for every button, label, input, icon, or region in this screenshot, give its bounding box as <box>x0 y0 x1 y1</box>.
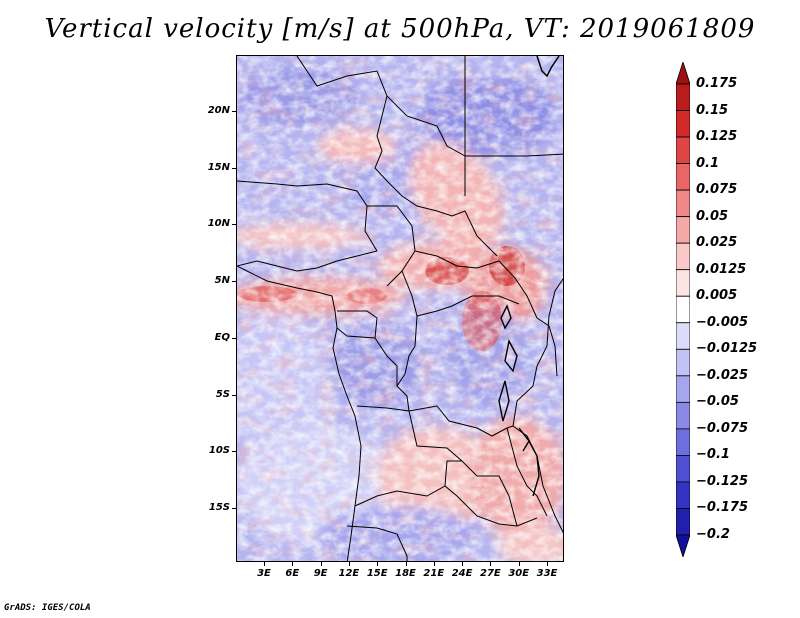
lat-label: 15S <box>208 501 230 513</box>
colorbar-swatch <box>676 508 690 536</box>
colorbar-swatch <box>676 110 690 138</box>
lat-tick <box>232 168 237 169</box>
colorbar-swatch <box>676 269 690 297</box>
colorbar-swatch <box>676 83 690 111</box>
lon-label: 3E <box>257 568 271 579</box>
lon-label: 15E <box>366 568 388 579</box>
colorbar-swatch <box>676 163 690 191</box>
lon-label: 27E <box>480 568 501 579</box>
lon-label: 30E <box>508 568 530 579</box>
lon-tick <box>490 561 491 566</box>
colorbar-level-label: 0.125 <box>696 129 738 145</box>
lat-label: EQ <box>214 331 230 343</box>
colorbar-level-label: 0.15 <box>696 102 729 118</box>
lat-tick <box>232 281 237 282</box>
colorbar-level-label: −0.0125 <box>696 341 758 357</box>
colorbar-swatch <box>676 242 690 271</box>
colorbar-swatch <box>676 322 690 350</box>
vertical-velocity-map <box>236 55 564 562</box>
lon-tick <box>292 561 293 566</box>
lon-tick <box>264 561 265 566</box>
lat-label: 10S <box>208 445 230 457</box>
colorbar-swatch <box>676 295 690 324</box>
red-sea-coast <box>536 56 560 78</box>
lon-label: 21E <box>423 568 445 579</box>
colorbar-swatch <box>676 455 690 483</box>
lat-tick <box>232 224 237 225</box>
map-title: Vertical velocity [m/s] at 500hPa, VT: 2… <box>44 14 756 44</box>
lon-label: 6E <box>285 568 300 579</box>
colorbar-level-label: −0.075 <box>696 420 749 436</box>
lat-label: 20N <box>207 105 230 116</box>
colorbar-level-label: −0.05 <box>696 394 739 410</box>
lon-tick <box>377 561 378 566</box>
lat-tick <box>232 338 237 339</box>
colorbar-swatch <box>676 401 690 430</box>
colorbar-swatch <box>676 428 690 456</box>
lon-tick <box>434 561 435 566</box>
lat-tick <box>232 451 237 452</box>
colorbar-swatch <box>676 348 690 377</box>
colorbar-level-label: 0.025 <box>696 235 738 251</box>
grads-credit: GrADS: IGES/COLA <box>4 603 91 613</box>
colorbar-level-label: 0.175 <box>696 76 738 91</box>
lon-label: 9E <box>313 568 328 579</box>
lat-tick <box>232 395 237 396</box>
colorbar-level-label: 0.075 <box>696 182 738 198</box>
colorbar-level-label: 0.0125 <box>696 261 747 277</box>
lon-tick <box>462 561 463 566</box>
colorbar-level-label: 0.005 <box>696 288 738 304</box>
colorbar-swatch <box>676 534 690 557</box>
colorbar-level-label: 0.05 <box>696 208 729 224</box>
map-canvas <box>237 56 563 561</box>
lat-label: 10N <box>207 218 230 230</box>
colorbar-level-label: −0.025 <box>696 367 749 383</box>
colorbar-swatch <box>676 481 690 509</box>
lon-tick <box>321 561 322 566</box>
colorbar-swatch <box>676 216 690 244</box>
colorbar-swatch <box>676 62 690 85</box>
lon-label: 18E <box>395 568 416 579</box>
colorbar-level-label: −0.005 <box>696 314 749 330</box>
colorbar <box>676 62 690 557</box>
lon-tick <box>349 561 350 566</box>
lat-tick <box>232 508 237 509</box>
lon-tick <box>406 561 407 566</box>
lat-label: 5N <box>214 275 230 287</box>
country-boundaries <box>237 56 563 561</box>
colorbar-level-label: −0.2 <box>696 527 730 542</box>
lon-tick <box>519 561 520 566</box>
lat-label: 15N <box>207 161 230 173</box>
colorbar-swatch <box>676 375 690 403</box>
lat-label: 5S <box>215 388 230 400</box>
colorbar-swatch <box>676 136 690 164</box>
colorbar-level-label: −0.1 <box>696 447 730 463</box>
lon-tick <box>547 561 548 566</box>
great-lakes <box>498 304 540 497</box>
colorbar-level-label: 0.1 <box>696 155 720 171</box>
lon-label: 33E <box>536 568 558 579</box>
colorbar-swatch <box>676 189 690 218</box>
colorbar-level-label: −0.175 <box>696 500 749 516</box>
lon-label: 24E <box>451 568 473 579</box>
lat-tick <box>232 111 237 112</box>
lon-label: 12E <box>338 568 360 579</box>
colorbar-level-label: −0.125 <box>696 473 749 489</box>
